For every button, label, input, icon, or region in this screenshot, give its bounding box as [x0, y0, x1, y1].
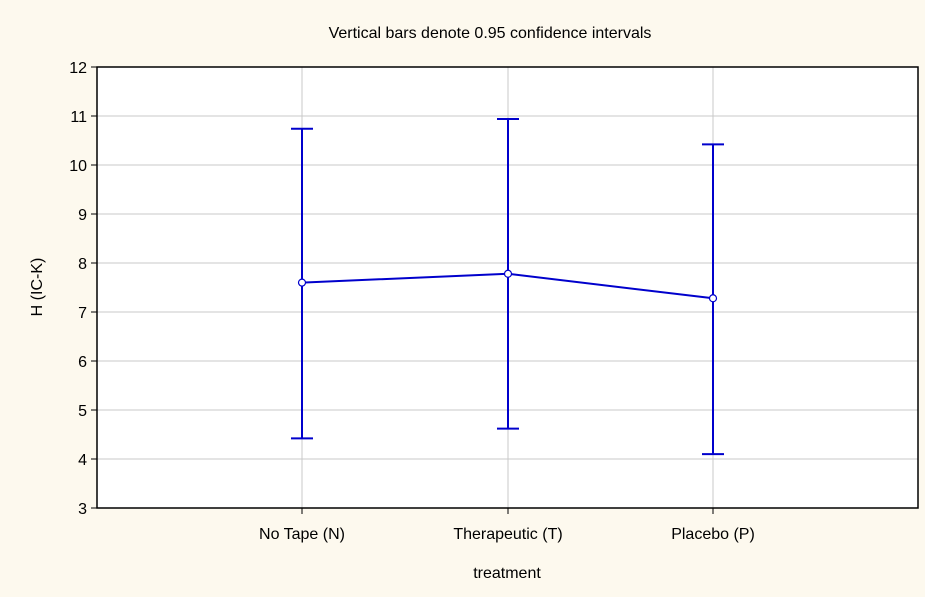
data-point — [503, 269, 513, 278]
y-tick-label: 5 — [78, 403, 87, 420]
plot-frame — [96, 66, 919, 509]
y-tick-label: 7 — [78, 305, 87, 322]
y-tick-label: 8 — [78, 256, 87, 273]
y-tick-label: 9 — [78, 207, 87, 224]
y-tick-label: 12 — [69, 60, 87, 77]
x-tick-label: Therapeutic (T) — [453, 526, 562, 543]
data-point — [708, 294, 718, 303]
x-axis-label: treatment — [473, 565, 541, 582]
chart-title: Vertical bars denote 0.95 confidence int… — [329, 25, 652, 42]
data-point — [297, 278, 307, 287]
y-axis-label: H (IC-K) — [29, 258, 46, 317]
series-layer — [291, 117, 724, 456]
y-tick-label: 6 — [78, 354, 87, 371]
y-tick-label: 10 — [69, 158, 87, 175]
x-tick-label: No Tape (N) — [259, 526, 345, 543]
x-axis: No Tape (N) Therapeutic (T) Placebo (P) — [259, 508, 755, 543]
y-tick-label: 4 — [78, 452, 87, 469]
y-tick-label: 11 — [70, 109, 87, 126]
y-tick-label: 3 — [78, 501, 87, 518]
y-axis: 3 4 5 6 7 8 9 10 11 12 — [69, 60, 97, 518]
x-tick-label: Placebo (P) — [671, 526, 755, 543]
